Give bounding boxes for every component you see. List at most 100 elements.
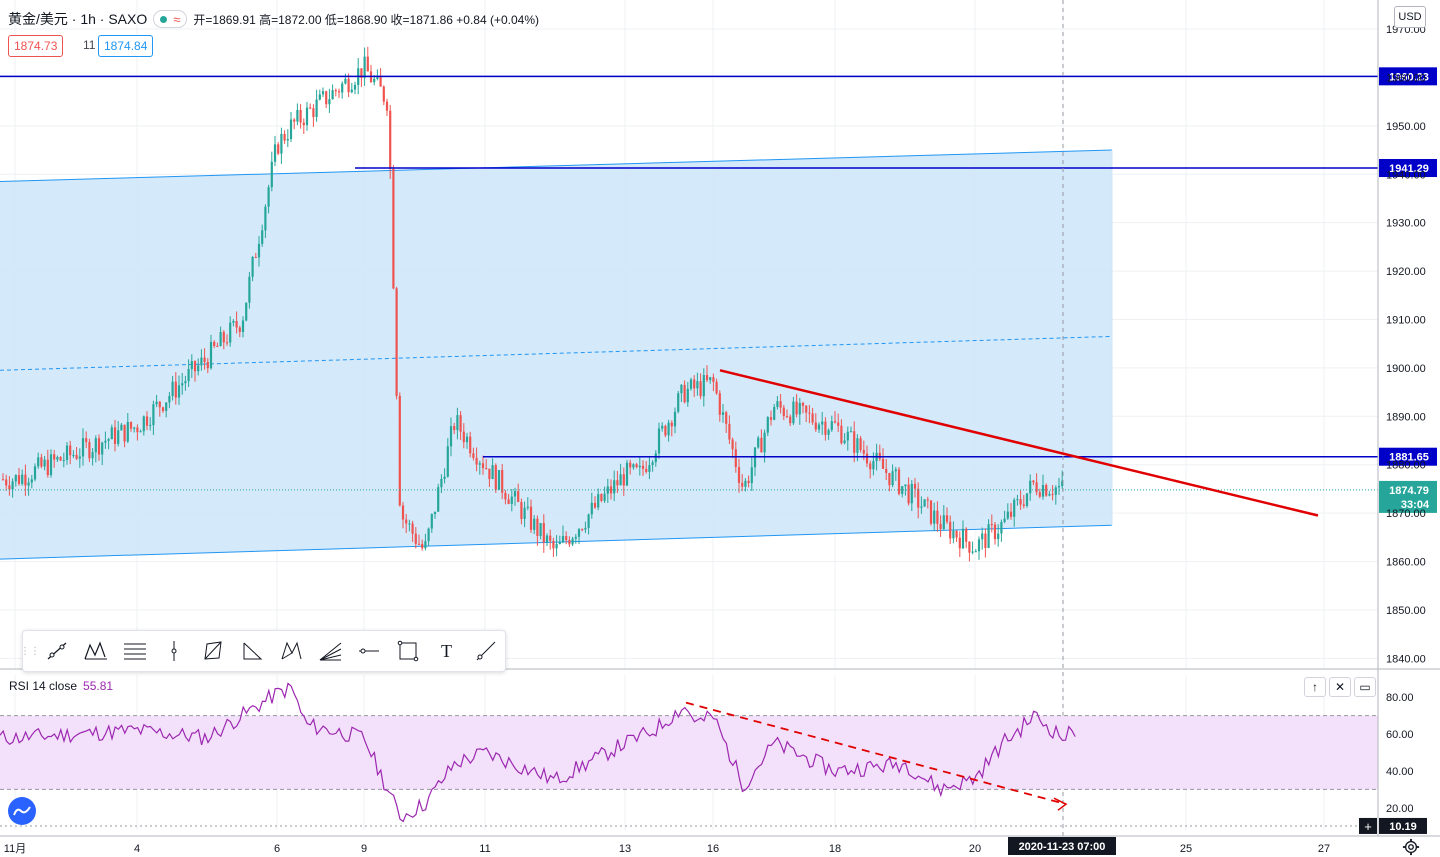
rsi-add-button bbox=[1359, 817, 1377, 834]
candle-body bbox=[769, 417, 773, 420]
settings-gear-icon[interactable] bbox=[1402, 838, 1420, 856]
candle-body bbox=[152, 404, 155, 426]
market-status[interactable]: ≈ bbox=[153, 10, 188, 28]
candle-body bbox=[657, 428, 661, 454]
triangle-icon[interactable] bbox=[232, 631, 271, 671]
candle-body bbox=[629, 462, 632, 468]
time-tick-label: 9 bbox=[361, 843, 367, 855]
candle-body bbox=[21, 474, 24, 484]
candle-body bbox=[318, 94, 321, 100]
candle-body bbox=[833, 421, 837, 423]
candle-body bbox=[920, 506, 923, 508]
pane-close-button[interactable]: ✕ bbox=[1329, 677, 1351, 697]
price-label-box bbox=[1379, 159, 1437, 178]
candle-body bbox=[72, 454, 75, 456]
symbol-title[interactable]: 黄金/美元 · 1h · SAXO bbox=[8, 11, 148, 27]
candle-body bbox=[209, 341, 213, 369]
candle-body bbox=[824, 421, 827, 435]
bid-price[interactable]: 1874.73 bbox=[8, 35, 64, 57]
candle-body bbox=[78, 456, 81, 459]
candle-body bbox=[689, 379, 693, 389]
candle-body bbox=[654, 453, 657, 463]
time-tick-label: 11月 bbox=[4, 843, 26, 855]
candle-body bbox=[27, 482, 30, 486]
price-level-label: 1960.23 bbox=[1389, 71, 1429, 83]
candle-body bbox=[510, 496, 513, 504]
candle-body bbox=[149, 425, 152, 427]
candle-body bbox=[341, 83, 344, 93]
candle-body bbox=[273, 144, 277, 162]
polygon-icon[interactable] bbox=[193, 631, 232, 671]
candle-body bbox=[446, 446, 449, 477]
candle-body bbox=[168, 396, 171, 403]
candle-body bbox=[56, 457, 59, 460]
candle-body bbox=[568, 540, 571, 545]
candle-body bbox=[277, 144, 280, 154]
candle-body bbox=[193, 361, 197, 372]
candle-body bbox=[469, 436, 472, 454]
candle-body bbox=[88, 442, 91, 459]
candle-body bbox=[398, 395, 401, 506]
fib-fan-icon[interactable] bbox=[310, 631, 349, 671]
vertical-line-icon[interactable] bbox=[154, 631, 193, 671]
candle-body bbox=[603, 493, 606, 501]
rectangle-icon[interactable] bbox=[388, 631, 427, 671]
symbol-header: 黄金/美元 · 1h · SAXO ≈ 开=1869.91 高=1872.00 … bbox=[8, 9, 539, 29]
candle-body bbox=[373, 78, 376, 83]
candle-body bbox=[280, 133, 283, 154]
candle-body bbox=[321, 91, 325, 95]
trend-lines[interactable] bbox=[719, 0, 1319, 836]
pane-up-button[interactable]: ↑ bbox=[1304, 677, 1326, 697]
candle-body bbox=[805, 405, 808, 413]
candle-body bbox=[821, 421, 824, 425]
candle-body bbox=[984, 533, 987, 548]
candle-body bbox=[865, 453, 869, 464]
candle-body bbox=[590, 502, 593, 515]
candle-body bbox=[616, 480, 619, 486]
candle-body bbox=[939, 523, 942, 529]
ray-icon[interactable] bbox=[466, 631, 505, 671]
regression-channel[interactable] bbox=[0, 149, 1113, 560]
candle-body bbox=[593, 502, 597, 508]
candle-body bbox=[107, 439, 110, 441]
candle-body bbox=[587, 514, 590, 528]
horizontal-ray-icon[interactable] bbox=[349, 631, 388, 671]
drag-handle-icon[interactable]: ⋮⋮ bbox=[20, 645, 40, 657]
candle-body bbox=[686, 388, 689, 403]
candle-body bbox=[462, 431, 465, 443]
candle-body bbox=[782, 407, 785, 417]
candle-body bbox=[1006, 511, 1009, 519]
horizontal-lines[interactable] bbox=[0, 75, 1378, 491]
tradingview-logo-icon[interactable] bbox=[8, 797, 36, 825]
candle-body bbox=[846, 431, 849, 441]
countdown-label: 33:04 bbox=[1401, 499, 1430, 511]
candle-body bbox=[1016, 499, 1019, 501]
currency-button[interactable]: USD bbox=[1394, 6, 1426, 28]
candle-body bbox=[174, 381, 177, 398]
rsi-legend[interactable]: RSI 14 close 55.81 bbox=[9, 679, 113, 693]
pattern-icon[interactable] bbox=[76, 631, 115, 671]
candle-body bbox=[177, 385, 181, 398]
candle-body bbox=[565, 536, 568, 541]
fib-icon[interactable] bbox=[115, 631, 154, 671]
candle-body bbox=[536, 518, 539, 536]
candle-body bbox=[225, 342, 229, 344]
candle-body bbox=[120, 424, 123, 431]
candle-body bbox=[165, 402, 168, 411]
candle-body bbox=[517, 491, 520, 503]
candle-body bbox=[1061, 480, 1064, 487]
candle-body bbox=[232, 321, 235, 323]
ask-price[interactable]: 1874.84 bbox=[98, 35, 154, 57]
candle-body bbox=[440, 478, 443, 488]
price-tick-label: 1880.00 bbox=[1386, 460, 1426, 472]
candle-body bbox=[392, 168, 395, 289]
pane-maximize-button[interactable]: ▭ bbox=[1354, 677, 1376, 697]
xabcd-icon[interactable] bbox=[271, 631, 310, 671]
candle-body bbox=[389, 110, 392, 169]
trend-line-icon[interactable] bbox=[37, 631, 76, 671]
candle-body bbox=[414, 533, 417, 544]
text-icon[interactable]: T bbox=[427, 631, 466, 671]
candle-body bbox=[814, 422, 817, 430]
candle-body bbox=[219, 332, 222, 347]
